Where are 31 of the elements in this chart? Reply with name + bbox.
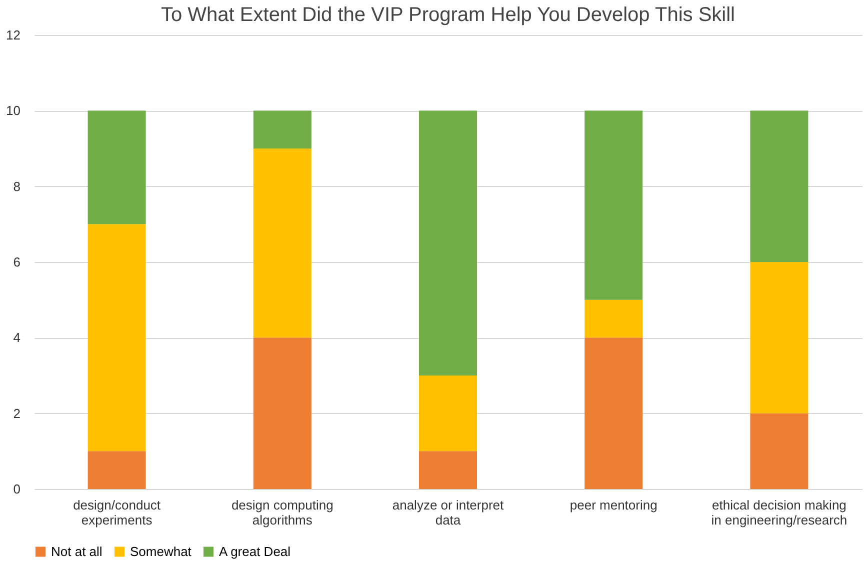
y-tick-label: 10 xyxy=(6,103,20,118)
bar xyxy=(88,451,146,489)
bar xyxy=(419,376,477,452)
bar xyxy=(253,110,312,148)
y-tick-label: 4 xyxy=(13,330,20,346)
legend-label: Somewhat xyxy=(130,544,192,559)
y-tick-label: 12 xyxy=(6,28,20,42)
bar xyxy=(419,451,477,489)
y-tick-label: 6 xyxy=(13,254,20,270)
bar xyxy=(750,262,808,414)
x-tick-label: design computing algorithms xyxy=(231,498,334,528)
chart-title: To What Extent Did the VIP Program Help You Develop This Skill xyxy=(161,4,735,26)
bar xyxy=(584,300,643,338)
bar xyxy=(253,148,312,338)
bar xyxy=(419,110,477,376)
x-tick-label: design/conduct experiments xyxy=(73,498,161,528)
bar xyxy=(584,338,643,489)
bar xyxy=(88,224,146,452)
y-tick-label: 2 xyxy=(13,406,20,421)
legend-label: A great Deal xyxy=(219,544,291,559)
x-tick-label: ethical decision making in engineering/research xyxy=(711,498,848,528)
x-tick-label: analyze or interpret data xyxy=(392,498,504,528)
bar xyxy=(88,110,146,224)
legend-label: Not at all xyxy=(51,544,102,559)
y-tick-label: 0 xyxy=(13,482,20,496)
bar xyxy=(253,338,312,489)
y-tick-label: 8 xyxy=(13,178,20,194)
x-tick-label: peer mentoring xyxy=(570,498,658,512)
bar xyxy=(750,413,808,489)
bar xyxy=(750,110,808,262)
bar xyxy=(584,110,643,300)
